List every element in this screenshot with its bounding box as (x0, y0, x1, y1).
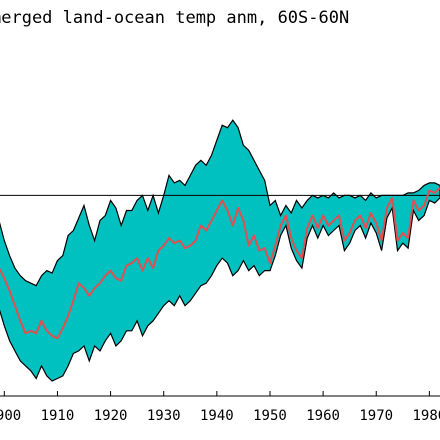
x-tick-label: 1980 (413, 408, 440, 424)
mean-series-line (0, 187, 440, 340)
x-tick-label: 1960 (306, 408, 340, 424)
uncertainty-band-layer (0, 119, 440, 382)
x-tick-label: 1950 (253, 408, 287, 424)
x-tick-label: 1940 (200, 408, 234, 424)
uncertainty-band (0, 119, 440, 382)
x-axis: 1900 1910 1920 1930 1940 1950 1960 1970 1980 (0, 391, 440, 424)
chart-title: merged land-ocean temp anm, 60S-60N (0, 8, 350, 28)
x-tick-label: 1910 (41, 408, 75, 424)
x-tick-label: 1970 (359, 408, 393, 424)
x-tick-label: 1900 (0, 408, 21, 424)
x-tick-label: 1930 (147, 408, 181, 424)
mean-line-layer (0, 187, 440, 340)
x-tick-label: 1920 (94, 408, 128, 424)
